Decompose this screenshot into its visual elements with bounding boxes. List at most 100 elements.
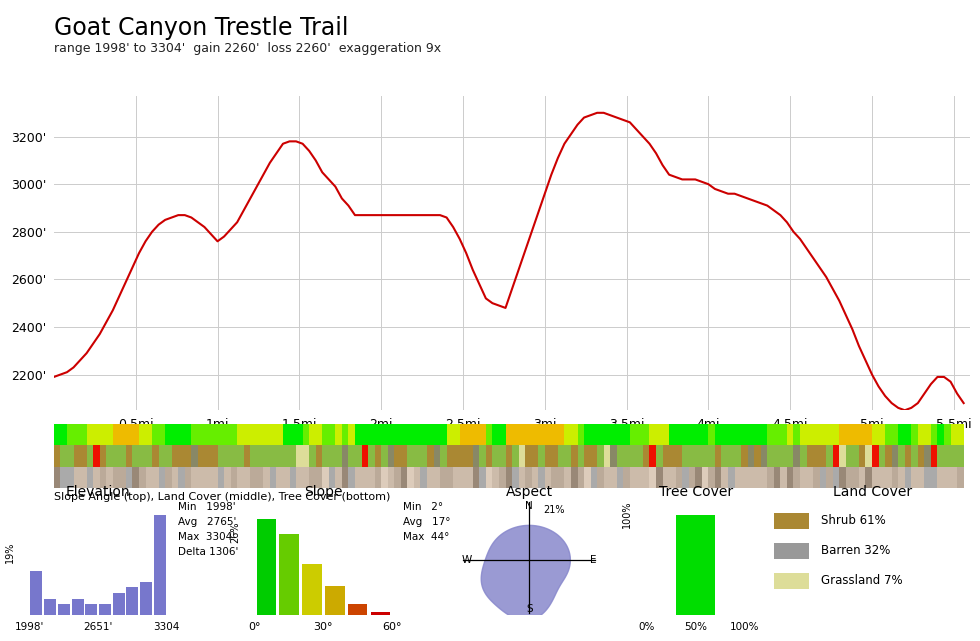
Bar <box>879 467 885 488</box>
Bar <box>839 467 846 488</box>
Bar <box>198 445 205 467</box>
Bar <box>833 467 839 488</box>
Bar <box>86 445 93 467</box>
Bar <box>420 424 427 445</box>
Bar <box>774 513 809 529</box>
Bar <box>309 424 316 445</box>
Bar <box>322 467 328 488</box>
Bar <box>224 424 230 445</box>
Bar <box>604 445 611 467</box>
Bar <box>748 445 755 467</box>
Bar <box>800 424 807 445</box>
Bar <box>211 467 218 488</box>
Bar <box>61 467 67 488</box>
Bar <box>146 445 152 467</box>
Bar <box>342 424 349 445</box>
Bar <box>316 424 322 445</box>
Bar <box>650 445 656 467</box>
Bar <box>924 445 931 467</box>
Bar <box>447 445 453 467</box>
Bar <box>807 467 813 488</box>
Bar <box>774 445 780 467</box>
Bar <box>839 424 846 445</box>
Bar <box>918 467 924 488</box>
Bar <box>591 424 597 445</box>
Bar <box>198 424 205 445</box>
Bar <box>381 467 388 488</box>
Bar <box>230 424 237 445</box>
Bar <box>741 445 748 467</box>
Bar <box>74 424 80 445</box>
Bar <box>257 467 264 488</box>
Bar <box>616 424 623 445</box>
Bar <box>702 467 709 488</box>
Bar <box>154 515 166 615</box>
Bar <box>853 445 858 467</box>
Bar <box>957 424 963 445</box>
Bar <box>237 467 244 488</box>
Bar <box>250 467 257 488</box>
Bar <box>735 424 741 445</box>
Bar <box>675 467 682 488</box>
Bar <box>93 445 100 467</box>
Bar <box>244 445 250 467</box>
Bar <box>826 424 833 445</box>
Bar <box>682 467 689 488</box>
Bar <box>211 424 218 445</box>
Bar <box>755 467 760 488</box>
Bar <box>630 445 636 467</box>
Bar <box>702 424 709 445</box>
Bar <box>865 445 872 467</box>
Bar <box>388 445 394 467</box>
Bar <box>381 445 388 467</box>
Bar <box>132 445 139 467</box>
Bar <box>728 467 735 488</box>
Bar <box>106 424 113 445</box>
Bar <box>938 445 944 467</box>
Bar <box>735 445 741 467</box>
Bar <box>839 445 846 467</box>
Bar <box>525 424 532 445</box>
Bar <box>552 467 558 488</box>
Bar <box>408 445 414 467</box>
Bar <box>335 467 342 488</box>
Bar <box>80 467 86 488</box>
Bar <box>774 543 809 559</box>
Bar <box>597 424 604 445</box>
Bar <box>931 424 938 445</box>
Bar <box>472 467 479 488</box>
Bar <box>899 445 905 467</box>
Bar <box>755 424 760 445</box>
Bar <box>486 445 492 467</box>
Bar <box>388 424 394 445</box>
Bar <box>146 424 152 445</box>
Bar <box>335 445 342 467</box>
Bar <box>918 445 924 467</box>
Bar <box>538 467 545 488</box>
Bar <box>460 445 466 467</box>
Bar <box>283 424 289 445</box>
Bar <box>230 467 237 488</box>
Bar <box>433 424 440 445</box>
Bar <box>67 445 74 467</box>
Bar <box>362 445 368 467</box>
Bar <box>132 424 139 445</box>
Bar <box>571 467 577 488</box>
Text: S: S <box>526 604 532 614</box>
Bar <box>662 424 669 445</box>
Bar <box>512 445 518 467</box>
Bar <box>191 424 198 445</box>
Bar <box>414 445 420 467</box>
Bar <box>349 424 355 445</box>
Bar <box>721 424 728 445</box>
Polygon shape <box>481 526 570 620</box>
Bar <box>780 424 787 445</box>
Bar <box>152 467 159 488</box>
Bar <box>67 467 74 488</box>
Bar <box>709 467 715 488</box>
Bar <box>558 424 564 445</box>
Bar <box>205 467 211 488</box>
Bar <box>74 445 80 467</box>
Bar <box>532 445 538 467</box>
Bar <box>270 467 276 488</box>
